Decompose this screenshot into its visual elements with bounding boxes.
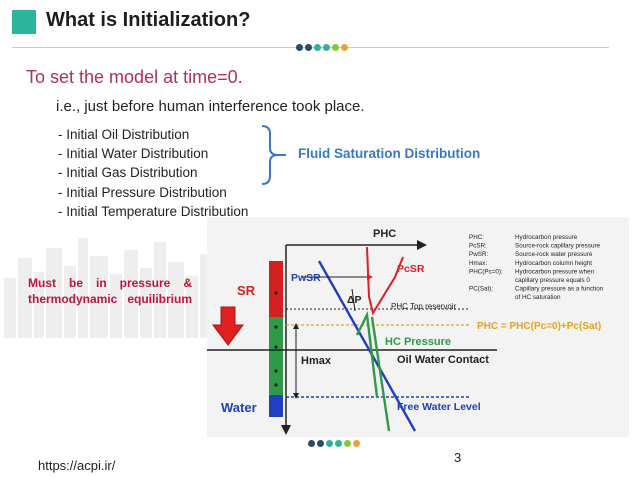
legend-symbol: PcSR: <box>469 243 487 250</box>
legend-symbol: PwSR: <box>469 251 488 258</box>
decorative-dot <box>344 440 351 447</box>
legend-text: capillary pressure equals 0 <box>515 277 590 284</box>
bullet-item: - Initial Temperature Distribution <box>58 203 249 219</box>
decorative-dot <box>332 44 339 51</box>
decorative-dots-bottom <box>308 440 360 447</box>
depth-axis-arrow <box>281 425 291 435</box>
diagram-legend: PHC: Hydrocarbon pressure PcSR: Source-rock… <box>469 234 604 301</box>
decorative-dot <box>353 440 360 447</box>
pressure-diagram: PHC SR Water Hmax PwSR PcSR ΔP PHC Top r… <box>207 217 629 437</box>
column-hydrocarbon <box>269 317 283 355</box>
page-title: What is Initialization? <box>46 9 251 31</box>
delta-p-arrow <box>351 288 356 312</box>
description: i.e., just before human interference too… <box>56 98 365 115</box>
legend-symbol: Hmax: <box>469 260 487 267</box>
footer-url[interactable]: https://acpi.ir/ <box>38 458 116 473</box>
pressure-axis-arrow <box>417 240 427 250</box>
title-accent-block <box>12 10 36 34</box>
capillary-pressure-line <box>366 246 404 316</box>
decorative-dot <box>305 44 312 51</box>
equilibrium-note: Must be in pressure & thermodynamic equi… <box>28 276 192 306</box>
legend-text: Source-rock water pressure <box>515 251 593 258</box>
subtitle: To set the model at time=0. <box>26 67 243 87</box>
down-arrow-icon <box>212 306 244 346</box>
pcsr-label: PcSR <box>397 263 425 275</box>
bullet-item: - Initial Oil Distribution <box>58 127 190 142</box>
decorative-dot <box>323 44 330 51</box>
pwsr-label: PwSR <box>291 272 321 284</box>
decorative-dot <box>326 440 333 447</box>
decorative-dots-top <box>296 44 348 51</box>
legend-text: Hydrocarbon pressure <box>515 234 578 241</box>
skyline-decoration <box>4 238 214 338</box>
bullet-list: - Initial Oil Distribution - Initial Wat… <box>58 125 248 221</box>
hc-pressure-lower <box>370 316 391 432</box>
hc-pressure-label: HC Pressure <box>385 336 451 348</box>
curly-brace <box>261 125 286 185</box>
decorative-dot <box>335 440 342 447</box>
legend-text: Source-rock capillary pressure <box>515 243 601 250</box>
legend-text: Hydrocarbon pressure when <box>515 268 595 275</box>
delta-p-label: ΔP <box>347 294 362 306</box>
water-pressure-line <box>317 260 417 432</box>
decorative-dot <box>341 44 348 51</box>
bullet-item: - Initial Pressure Distribution <box>58 184 227 200</box>
hc-pressure-line <box>355 310 379 398</box>
legend-text: Capillary pressure as a function <box>515 286 604 293</box>
fwl-label: Free Water Level <box>397 401 481 413</box>
column-transition <box>269 355 283 395</box>
decorative-dot <box>308 440 315 447</box>
sr-label: SR <box>237 283 256 298</box>
legend-text: of HC saturation <box>515 294 561 301</box>
legend-symbol: PHC: <box>469 234 484 241</box>
legend-text: Hydrocarbon column height <box>515 260 592 267</box>
column-water <box>269 395 283 417</box>
owc-label: Oil Water Contact <box>397 354 489 366</box>
water-label: Water <box>221 400 257 415</box>
phc-formula: PHC = PHC(Pc=0)+Pc(Sat) <box>477 321 601 332</box>
page-number: 3 <box>454 450 462 465</box>
hmax-label: Hmax <box>301 355 332 367</box>
column-markers <box>274 291 278 387</box>
decorative-dot <box>314 44 321 51</box>
decorative-dot <box>296 44 303 51</box>
legend-symbol: PC(Sat): <box>469 286 493 293</box>
column-source-rock <box>269 261 283 317</box>
fluid-saturation-label: Fluid Saturation Distribution <box>298 146 481 161</box>
decorative-dot <box>317 440 324 447</box>
phc-top-label: PHC Top reservoir <box>391 302 457 311</box>
bullet-item: - Initial Water Distribution <box>58 146 209 162</box>
phc-axis-label: PHC <box>373 228 396 240</box>
bullet-item: - Initial Gas Distribution <box>58 165 198 181</box>
legend-symbol: PHC(Pc=0): <box>469 268 503 275</box>
